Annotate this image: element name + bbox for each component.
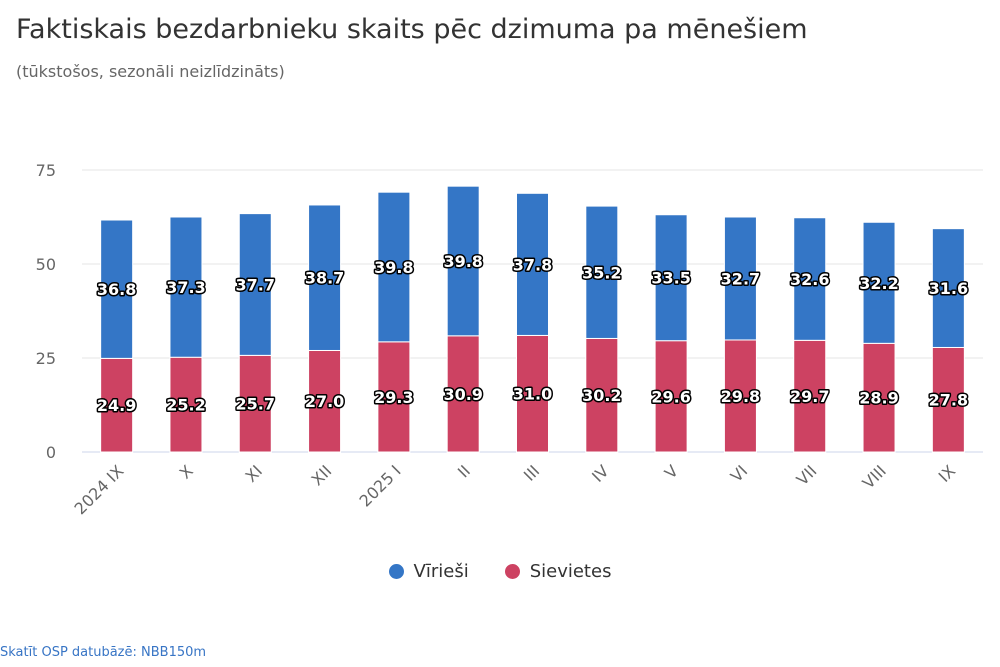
data-label: 29.6: [651, 387, 690, 406]
data-label: 30.9: [443, 385, 482, 404]
bar-viriesi: [238, 213, 272, 356]
legend: Vīrieši Sievietes: [0, 561, 1000, 582]
legend-item-sievietes[interactable]: Sievietes: [504, 561, 612, 582]
x-tick-label: XII: [308, 461, 336, 489]
data-label: 32.6: [790, 270, 829, 289]
x-tick-label: IV: [588, 461, 613, 486]
bar-sievietes: [446, 335, 480, 453]
data-label: 29.7: [790, 387, 829, 406]
data-label: 25.2: [166, 396, 205, 415]
data-label: 38.7: [305, 269, 344, 288]
legend-label: Sievietes: [529, 561, 612, 582]
data-label: 39.8: [443, 252, 482, 271]
source-database-link[interactable]: Skatīt OSP datubāzē: NBB150m: [0, 645, 207, 660]
data-label: 37.3: [166, 278, 205, 297]
bar-viriesi: [793, 217, 827, 341]
bar-sievietes: [169, 356, 203, 453]
y-tick-label: 25: [36, 349, 56, 368]
bar-viriesi: [308, 204, 342, 351]
data-label: 30.2: [582, 386, 621, 405]
x-tick-label: X: [176, 461, 197, 482]
chart-title: Faktiskais bezdarbnieku skaits pēc dzimu…: [16, 14, 808, 45]
bar-viriesi: [516, 192, 549, 336]
data-label: 35.2: [582, 263, 621, 282]
data-label: 32.7: [721, 269, 760, 288]
x-tick-label: II: [454, 461, 474, 481]
bar-sievietes: [654, 340, 688, 453]
bar-viriesi: [723, 216, 757, 341]
bar-sievietes: [308, 349, 342, 453]
bar-viriesi: [585, 205, 619, 339]
bar-sievietes: [585, 337, 619, 453]
bar-sievietes: [793, 339, 827, 453]
data-label: 31.0: [513, 385, 552, 404]
bar-viriesi: [100, 219, 134, 359]
x-tick-label: XI: [242, 461, 267, 486]
bar-sievietes: [931, 346, 965, 453]
bar-sievietes: [516, 334, 549, 453]
data-label: 36.8: [97, 280, 136, 299]
data-label: 27.8: [929, 391, 968, 410]
x-tick-label: VI: [727, 461, 752, 486]
data-label: 29.3: [374, 388, 413, 407]
bar-viriesi: [169, 216, 203, 358]
bar-viriesi: [446, 185, 480, 337]
chart-subtitle: (tūkstošos, sezonāli neizlīdzināts): [16, 62, 285, 81]
bar-viriesi: [654, 214, 688, 342]
data-label: 27.0: [305, 392, 344, 411]
x-tick-label: IX: [935, 461, 960, 486]
y-tick-label: 50: [36, 255, 56, 274]
legend-marker-icon: [504, 564, 520, 579]
x-tick-label: VIII: [859, 461, 890, 492]
y-tick-label: 75: [36, 161, 56, 180]
bar-sievietes: [238, 354, 272, 453]
data-label: 25.7: [236, 395, 275, 414]
x-tick-label: III: [520, 461, 543, 484]
data-label: 33.5: [651, 269, 690, 288]
bar-sievietes: [862, 342, 896, 453]
data-label: 32.2: [859, 274, 898, 293]
data-label: 31.6: [929, 279, 968, 298]
x-tick-label: V: [661, 461, 682, 482]
x-tick-label: 2025 I: [356, 461, 405, 510]
bar-viriesi: [931, 228, 965, 348]
bar-viriesi: [862, 221, 896, 344]
bar-viriesi: [377, 191, 411, 343]
y-tick-label: 0: [46, 443, 56, 462]
x-tick-label: VII: [793, 461, 821, 489]
data-label: 29.8: [721, 387, 760, 406]
x-tick-label: 2024 IX: [71, 461, 128, 518]
bar-sievietes: [377, 341, 411, 453]
legend-item-viriesi[interactable]: Vīrieši: [388, 561, 469, 582]
legend-marker-icon: [388, 564, 404, 579]
bar-sievietes: [723, 339, 757, 453]
data-label: 24.9: [97, 396, 136, 415]
chart-plot: 0 25 50 75 24.9 36.8 2024 IX 25.2 37.3 X 25.7 37.7 X…: [36, 161, 983, 518]
data-label: 39.8: [374, 258, 413, 277]
data-label: 37.7: [236, 275, 275, 294]
data-label: 28.9: [859, 389, 898, 408]
legend-label: Vīrieši: [413, 561, 469, 582]
data-label: 37.8: [513, 255, 552, 274]
